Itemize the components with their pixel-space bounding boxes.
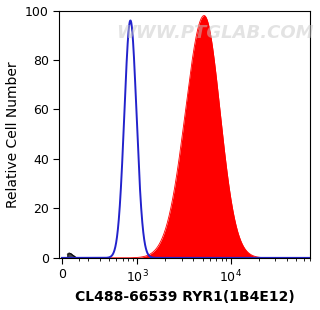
X-axis label: CL488-66539 RYR1(1B4E12): CL488-66539 RYR1(1B4E12) (75, 290, 294, 304)
Text: WWW.PTGLAB.COM: WWW.PTGLAB.COM (116, 24, 314, 42)
Y-axis label: Relative Cell Number: Relative Cell Number (5, 61, 20, 207)
